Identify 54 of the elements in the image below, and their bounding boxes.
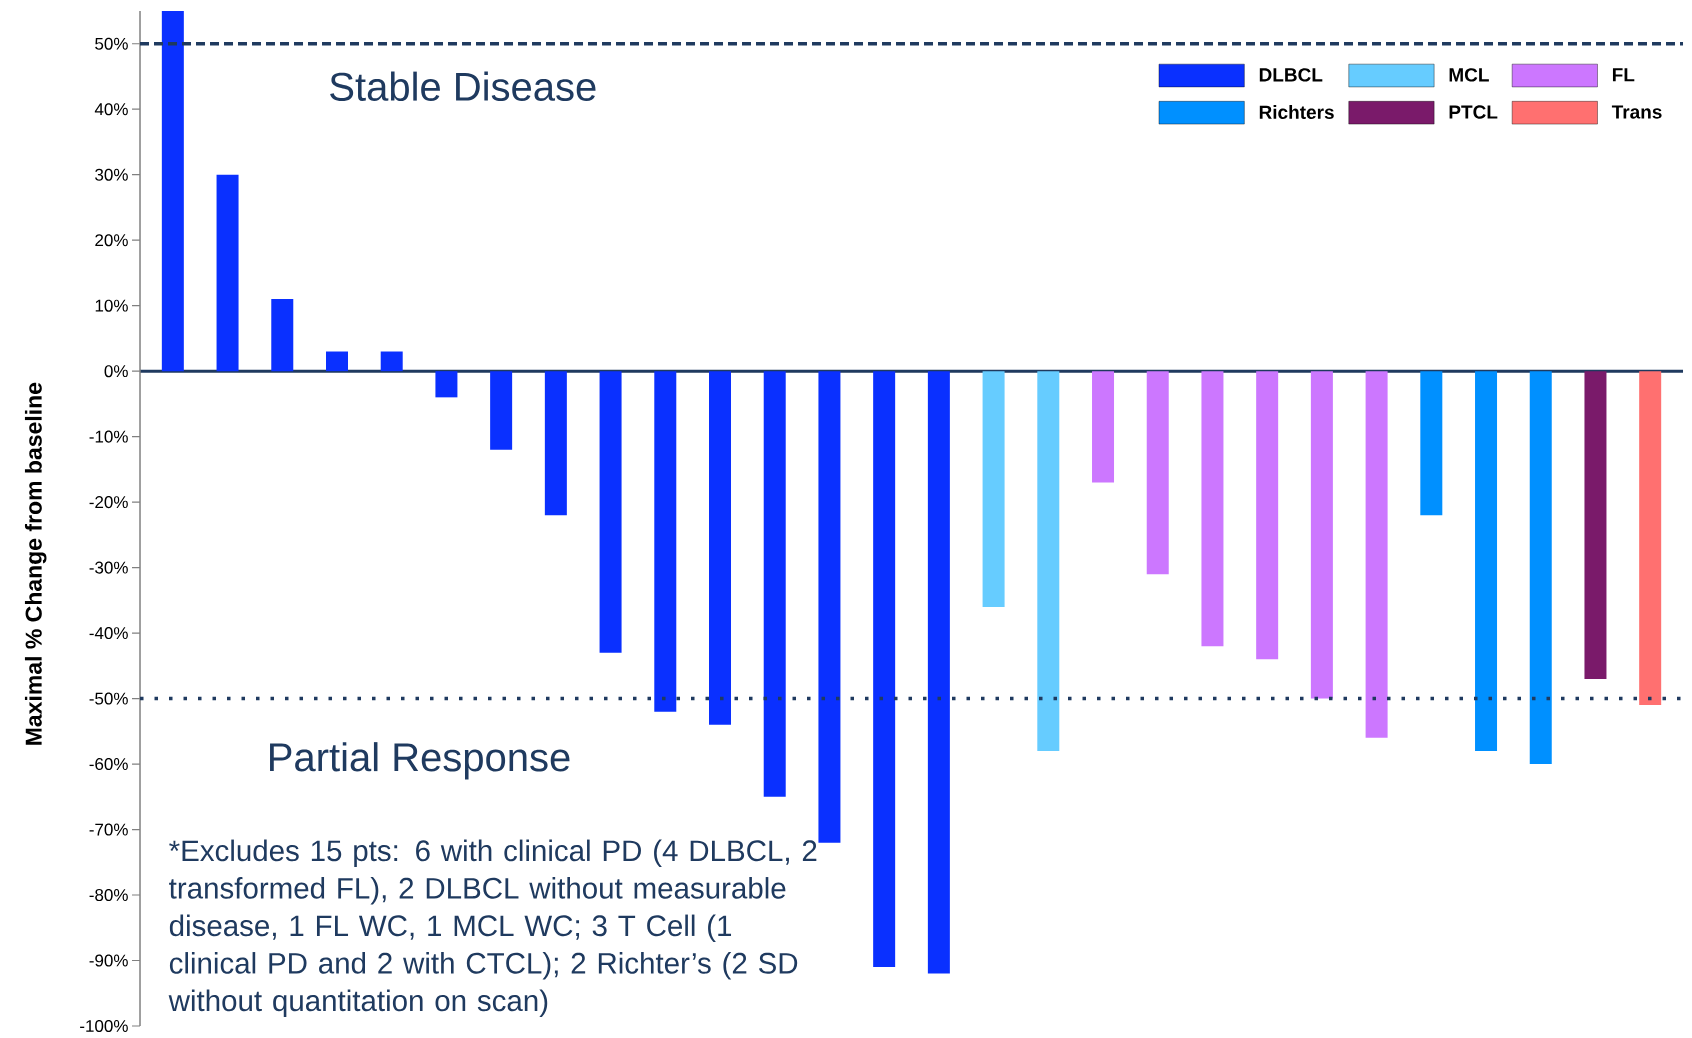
bar [161, 11, 184, 372]
bar [1365, 371, 1388, 738]
y-tick-label: -80% [89, 889, 128, 902]
bar [1639, 371, 1662, 706]
bar [490, 371, 513, 450]
y-tick-label: -60% [89, 758, 128, 771]
legend-label: MCL [1449, 68, 1489, 82]
bar [1310, 371, 1333, 699]
y-axis-title: Maximal % Change from baseline [24, 382, 47, 745]
bar [544, 371, 567, 516]
y-tick-label: -20% [89, 496, 128, 509]
bar [1146, 371, 1169, 575]
y-tick-label: -40% [89, 627, 128, 640]
bar [1584, 371, 1607, 679]
y-tick-label: 20% [95, 234, 128, 247]
bar [873, 371, 896, 968]
bar [435, 371, 458, 398]
bar [1475, 371, 1498, 751]
y-tick-label: -70% [89, 823, 128, 836]
y-tick-label: 30% [95, 168, 128, 181]
legend-label: DLBCL [1259, 68, 1323, 82]
y-tick-label: -100% [80, 1019, 128, 1033]
bar [599, 371, 622, 653]
legend-label: Trans [1611, 105, 1662, 119]
legend-label: Richters [1259, 105, 1334, 120]
bar [1256, 371, 1279, 660]
y-tick-label: -50% [89, 692, 128, 705]
y-tick-label: 0% [104, 365, 128, 378]
y-tick-label: -90% [89, 954, 128, 967]
y-tick-label: 40% [94, 103, 128, 116]
annotation: Partial Response [270, 742, 570, 780]
bar [1420, 371, 1443, 516]
bar [709, 371, 732, 725]
y-tick-label: 10% [95, 299, 128, 312]
bar [1092, 371, 1115, 483]
bar [818, 371, 841, 843]
legend-label: PTCL [1449, 105, 1498, 119]
bar [763, 371, 786, 797]
bar [216, 174, 239, 372]
y-tick-label: -10% [89, 430, 128, 443]
bar [1037, 371, 1060, 751]
annotation: *Excludes 15 pts: 6 with clinical PD (4 DLBCL, 2 transformed FL), 2 DLBCL without measurable disease, 1 FL WC, 1 MCL WC; 3 T Cell (1 clinical PD and 2 with CTCL); 2 Richter’s (2 SD without quantitation on scan) [168, 839, 817, 1018]
bar [1201, 371, 1224, 647]
bar [325, 351, 348, 372]
bar [927, 371, 950, 974]
legend-label: FL [1612, 68, 1635, 82]
bar [982, 371, 1005, 607]
bar [654, 371, 677, 712]
y-tick-label: -30% [89, 561, 128, 574]
annotation: Stable Disease [330, 71, 596, 101]
y-tick-label: 50% [95, 37, 128, 50]
bar [380, 351, 403, 372]
bar [1529, 371, 1552, 765]
bar [271, 299, 294, 372]
